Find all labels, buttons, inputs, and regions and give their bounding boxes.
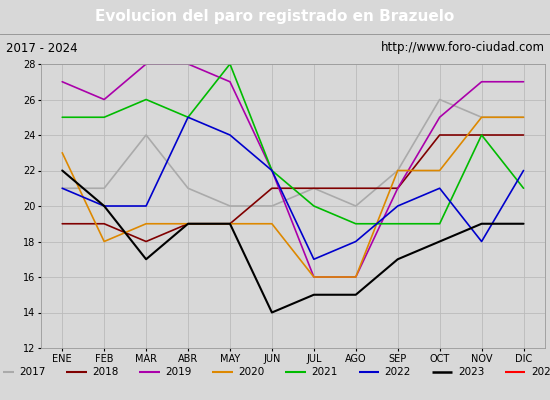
Text: 2019: 2019 [166, 367, 192, 377]
Text: 2022: 2022 [384, 367, 411, 377]
Text: 2017: 2017 [19, 367, 46, 377]
Text: 2017 - 2024: 2017 - 2024 [6, 42, 77, 54]
Text: http://www.foro-ciudad.com: http://www.foro-ciudad.com [381, 42, 544, 54]
Text: 2024: 2024 [531, 367, 550, 377]
Text: 2023: 2023 [458, 367, 484, 377]
Text: Evolucion del paro registrado en Brazuelo: Evolucion del paro registrado en Brazuel… [95, 10, 455, 24]
Text: 2021: 2021 [311, 367, 338, 377]
Text: 2020: 2020 [239, 367, 265, 377]
Text: 2018: 2018 [92, 367, 119, 377]
